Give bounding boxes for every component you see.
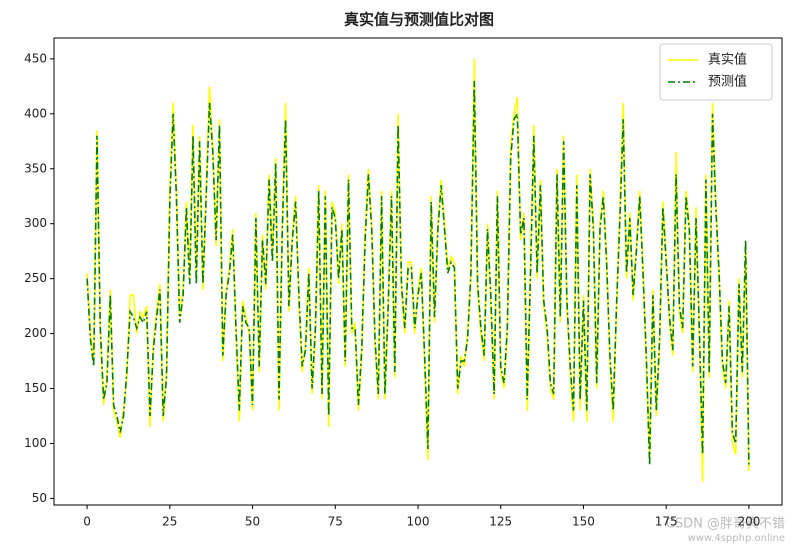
x-tick-label: 50 <box>245 515 260 529</box>
chart-title: 真实值与预测值比对图 <box>344 11 494 29</box>
x-tick-label: 25 <box>162 515 177 529</box>
x-tick-label: 0 <box>83 515 91 529</box>
y-tick-label: 400 <box>24 106 47 120</box>
x-tick-label: 100 <box>407 515 430 529</box>
legend-label: 真实值 <box>708 52 747 68</box>
y-tick-label: 350 <box>24 161 47 175</box>
x-tick-label: 175 <box>655 515 678 529</box>
y-tick-label: 100 <box>24 436 47 450</box>
watermark: www.4spphp.online <box>688 533 785 544</box>
line-series <box>86 80 750 466</box>
y-tick-label: 300 <box>24 216 47 230</box>
legend-box <box>659 43 773 101</box>
y-tick-label: 50 <box>32 491 47 505</box>
y-tick-label: 200 <box>24 326 47 340</box>
x-tick-label: 75 <box>328 515 343 529</box>
x-tick-label: 200 <box>737 515 760 529</box>
x-tick-label: 125 <box>489 515 512 529</box>
plot-area <box>53 37 783 506</box>
y-tick-label: 450 <box>24 51 47 65</box>
y-tick-label: 150 <box>24 381 47 395</box>
watermark: CSDN @胖哥真不错 <box>666 517 785 532</box>
y-tick-label: 250 <box>24 271 47 285</box>
x-tick-label: 150 <box>572 515 595 529</box>
legend-label: 预测值 <box>708 74 747 90</box>
